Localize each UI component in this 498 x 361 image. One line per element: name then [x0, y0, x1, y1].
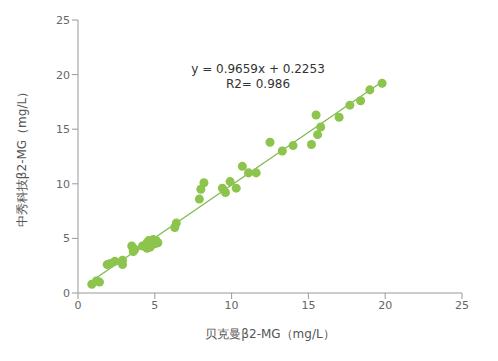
html-text:y = 0.9659x + 0.2253: y = 0.9659x + 0.2253: [191, 62, 325, 76]
svg-text:中秀科技β2-MG（mg/L）: 中秀科技β2-MG（mg/L）: [15, 86, 29, 227]
svg-text:15: 15: [56, 123, 70, 136]
svg-text:5: 5: [63, 232, 70, 245]
svg-text:贝克曼β2-MG（mg/L）: 贝克曼β2-MG（mg/L）: [205, 327, 334, 341]
svg-text:25: 25: [56, 14, 70, 27]
svg-text:20: 20: [56, 69, 70, 82]
svg-text:25: 25: [455, 299, 469, 312]
svg-text:10: 10: [56, 178, 70, 191]
svg-text:15: 15: [301, 299, 315, 312]
svg-text:10: 10: [225, 299, 239, 312]
html-text:R2= 0.986: R2= 0.986: [225, 77, 291, 91]
svg-text:5: 5: [151, 299, 158, 312]
svg-text:0: 0: [63, 287, 70, 300]
svg-text:0: 0: [75, 299, 82, 312]
svg-text:20: 20: [378, 299, 392, 312]
